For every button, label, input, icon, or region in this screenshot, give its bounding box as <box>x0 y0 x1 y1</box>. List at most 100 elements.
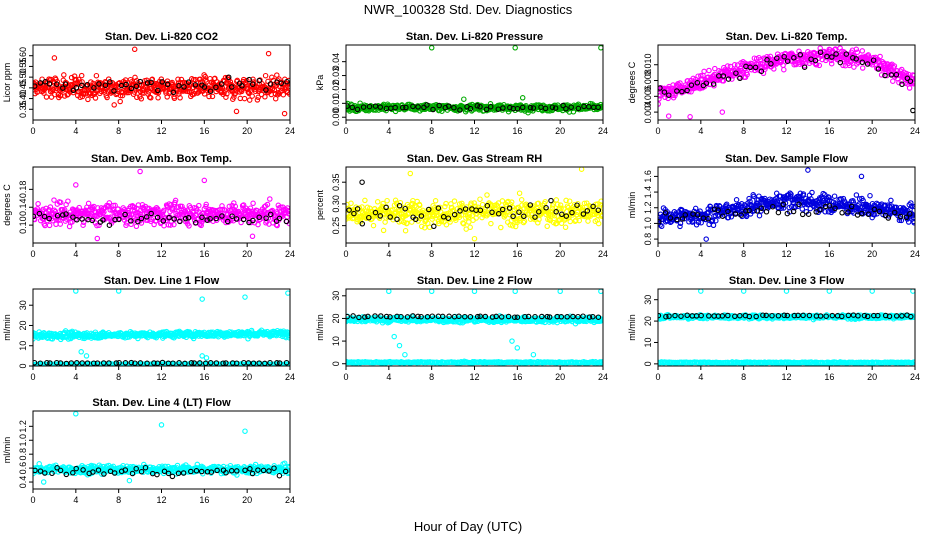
x-tick-label: 8 <box>116 249 121 259</box>
data-point <box>52 91 58 98</box>
data-point <box>701 68 707 75</box>
data-point <box>213 84 219 91</box>
data-point <box>684 87 690 94</box>
data-point <box>286 208 290 215</box>
data-point <box>46 81 53 87</box>
data-point <box>123 81 129 88</box>
points <box>346 167 603 242</box>
data-point <box>831 193 838 199</box>
data-point <box>144 80 151 86</box>
data-point <box>559 211 565 218</box>
data-point <box>367 208 374 215</box>
data-point <box>70 89 76 96</box>
data-point <box>891 63 898 69</box>
data-point <box>106 200 113 206</box>
data-point <box>219 213 225 219</box>
data-point <box>186 223 192 229</box>
data-point <box>905 219 912 225</box>
data-point <box>665 95 671 102</box>
data-point <box>853 56 859 62</box>
data-point <box>188 360 195 366</box>
y-tick-label: 0.25 <box>331 217 341 235</box>
data-point <box>822 209 828 215</box>
data-point <box>848 203 855 210</box>
y-tick-label: 0.30 <box>331 195 341 213</box>
points <box>346 45 603 116</box>
x-tick-label: 0 <box>30 372 35 382</box>
x-tick-label: 12 <box>156 372 166 382</box>
data-point <box>178 76 185 83</box>
data-point <box>239 83 245 89</box>
data-point <box>161 207 167 214</box>
data-point <box>128 359 135 366</box>
data-point <box>201 177 208 184</box>
data-point <box>182 215 189 222</box>
data-point <box>910 107 915 114</box>
data-point <box>552 105 559 111</box>
data-point <box>396 202 403 209</box>
data-point <box>799 206 806 212</box>
data-point <box>719 213 726 219</box>
data-point <box>851 64 857 70</box>
data-point <box>598 198 603 204</box>
points <box>658 167 915 242</box>
data-point <box>687 114 693 120</box>
x-tick-label: 16 <box>512 126 522 136</box>
data-point <box>578 167 585 172</box>
panel-title: Stan. Dev. Amb. Box Temp. <box>91 153 232 165</box>
data-point <box>41 213 48 220</box>
data-point <box>57 199 64 206</box>
series-1 <box>346 167 603 242</box>
data-point <box>386 289 392 295</box>
y-tick-label: 0.35 <box>18 101 28 119</box>
data-point <box>245 360 252 366</box>
data-point <box>891 209 898 216</box>
data-point <box>96 81 102 87</box>
data-point <box>94 222 100 229</box>
data-point <box>233 108 240 115</box>
panel-title: Stan. Dev. Line 1 Flow <box>104 275 220 287</box>
data-point <box>225 74 232 80</box>
data-point <box>131 204 138 211</box>
data-point <box>871 212 878 218</box>
data-point <box>466 211 473 218</box>
data-point <box>396 342 403 349</box>
data-point <box>553 209 559 215</box>
data-point <box>60 85 66 91</box>
data-point <box>483 106 490 113</box>
x-tick-label: 0 <box>343 249 348 259</box>
data-point <box>858 173 865 180</box>
data-point <box>710 81 717 87</box>
panel-title: Stan. Dev. Li-820 CO2 <box>105 31 218 43</box>
data-point <box>875 66 882 72</box>
data-point <box>409 219 415 225</box>
data-point <box>790 208 797 215</box>
data-point <box>33 359 38 366</box>
data-point <box>359 221 366 227</box>
x-tick-label: 20 <box>867 249 877 259</box>
data-point <box>255 221 261 228</box>
data-point <box>853 192 860 198</box>
data-point <box>143 214 150 220</box>
series-2 <box>346 102 601 113</box>
x-tick-label: 8 <box>116 126 121 136</box>
data-point <box>840 195 847 202</box>
x-axis-label: Hour of Day (UTC) <box>414 519 522 534</box>
data-point <box>44 359 50 366</box>
data-point <box>509 338 515 344</box>
data-point <box>595 220 602 227</box>
data-point <box>366 103 373 110</box>
x-tick-label: 4 <box>73 249 78 259</box>
data-point <box>52 208 59 215</box>
series-2 <box>346 179 602 230</box>
data-point <box>758 205 765 211</box>
data-point <box>410 103 416 110</box>
data-point <box>788 191 794 197</box>
data-point <box>694 212 701 218</box>
data-point <box>743 208 749 214</box>
data-point <box>160 218 167 224</box>
data-point <box>436 102 442 109</box>
data-point <box>170 360 176 366</box>
data-point <box>171 221 177 228</box>
